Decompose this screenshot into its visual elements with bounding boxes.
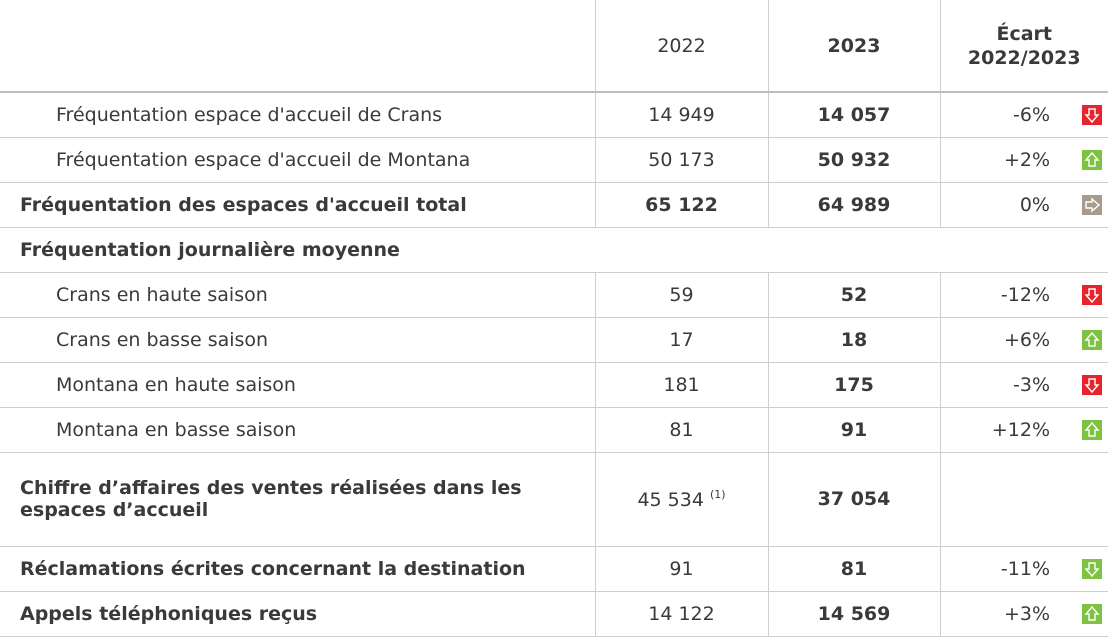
header-text: Écart 2022/2023	[967, 22, 1081, 69]
trend-icon	[1082, 149, 1102, 170]
value-2022: 14 949	[594, 92, 768, 138]
row-label: Fréquentation journalière moyenne	[0, 227, 595, 273]
ecart-cell: -3%	[939, 362, 1108, 408]
table-row: Montana en haute saison 181 175 -3%	[0, 362, 1108, 408]
ecart-cell: -6%	[939, 92, 1108, 138]
header-row: 2022 2023 Écart 2022/2023	[0, 0, 1108, 93]
ecart-text: +3%	[1003, 602, 1050, 625]
footnote-ref: (1)	[709, 487, 726, 501]
row-label: Appels téléphoniques reçus	[0, 591, 595, 637]
value-2022: 81	[594, 407, 768, 453]
value-2022: 65 122	[594, 182, 768, 228]
row-label: Fréquentation des espaces d'accueil tota…	[0, 182, 595, 228]
trend-icon	[1082, 419, 1102, 440]
value-text: 17	[669, 328, 694, 351]
value-2023: 64 989	[767, 182, 940, 228]
ecart-cell: +6%	[939, 317, 1108, 363]
value-text: 181	[663, 373, 700, 396]
row-label: Réclamations écrites concernant la desti…	[0, 546, 595, 592]
value-2023: 50 932	[767, 137, 940, 183]
header-empty	[0, 0, 595, 93]
trend-icon	[1082, 329, 1102, 350]
value-2022: 14 122	[594, 591, 768, 637]
table-row: Fréquentation espace d'accueil de Montan…	[0, 137, 1108, 183]
ecart-cell	[939, 452, 1108, 547]
ecart-text: +2%	[1003, 148, 1050, 171]
value-2023: 14 569	[767, 591, 940, 637]
trend-icon	[1082, 603, 1102, 624]
value-2022: 45 534 (1)	[594, 452, 768, 547]
ecart-cell: 0%	[939, 182, 1108, 228]
empty-cell	[595, 227, 1108, 273]
value-2023: 52	[767, 272, 940, 318]
ecart-cell: -11%	[939, 546, 1108, 592]
value-2022: 59	[594, 272, 768, 318]
table-row: Crans en basse saison 17 18 +6%	[0, 317, 1108, 363]
value-text: 81	[669, 418, 694, 441]
row-label: Crans en basse saison	[0, 317, 595, 363]
row-label: Crans en haute saison	[0, 272, 595, 318]
row-label: Fréquentation espace d'accueil de Montan…	[0, 137, 595, 183]
value-text: 14 949	[648, 103, 715, 126]
trend-icon	[1082, 194, 1102, 215]
trend-icon	[1082, 104, 1102, 125]
table-row: Chiffre d’affaires des ventes réalisées …	[0, 452, 1108, 547]
ecart-cell: +12%	[939, 407, 1108, 453]
ecart-cell: +2%	[939, 137, 1108, 183]
value-text: 91	[669, 557, 694, 580]
ecart-text: -6%	[1013, 103, 1050, 126]
header-cell: Écart 2022/2023	[939, 0, 1108, 93]
value-text: 14 122	[648, 602, 715, 625]
ecart-text: 0%	[1019, 193, 1050, 216]
value-text: 65 122	[645, 193, 718, 216]
ecart-text: -3%	[1013, 373, 1050, 396]
trend-icon	[1082, 558, 1102, 579]
ecart-cell: +3%	[939, 591, 1108, 637]
table-row: Fréquentation des espaces d'accueil tota…	[0, 182, 1108, 228]
value-2022: 181	[594, 362, 768, 408]
table-row: Fréquentation espace d'accueil de Crans 1…	[0, 92, 1108, 138]
value-text: 59	[669, 283, 694, 306]
table-row: Fréquentation journalière moyenne	[0, 227, 1108, 273]
ecart-cell: -12%	[939, 272, 1108, 318]
value-2023: 175	[767, 362, 940, 408]
row-label: Montana en haute saison	[0, 362, 595, 408]
value-2023: 37 054	[767, 452, 940, 547]
value-2023: 14 057	[767, 92, 940, 138]
value-2022: 91	[594, 546, 768, 592]
value-2022: 50 173	[594, 137, 768, 183]
table-row: Appels téléphoniques reçus 14 122 14 569 +3…	[0, 591, 1108, 637]
row-label: Fréquentation espace d'accueil de Crans	[0, 92, 595, 138]
table-row: Réclamations écrites concernant la desti…	[0, 546, 1108, 592]
header-cell: 2022	[594, 0, 768, 93]
value-2023: 18	[767, 317, 940, 363]
ecart-text: -11%	[1000, 557, 1050, 580]
row-label: Chiffre d’affaires des ventes réalisées …	[0, 452, 595, 547]
header-cell: 2023	[767, 0, 940, 93]
value-text: 50 173	[648, 148, 715, 171]
value-2023: 91	[767, 407, 940, 453]
value-2022: 17	[594, 317, 768, 363]
table-row: Montana en basse saison 81 91 +12%	[0, 407, 1108, 453]
value-2023: 81	[767, 546, 940, 592]
trend-icon	[1082, 374, 1102, 395]
ecart-text: +6%	[1003, 328, 1050, 351]
table-row: Crans en haute saison 59 52 -12%	[0, 272, 1108, 318]
ecart-text: -12%	[1000, 283, 1050, 306]
row-label: Montana en basse saison	[0, 407, 595, 453]
trend-icon	[1082, 284, 1102, 305]
ecart-text: +12%	[991, 418, 1050, 441]
value-text: 45 534	[637, 488, 704, 511]
